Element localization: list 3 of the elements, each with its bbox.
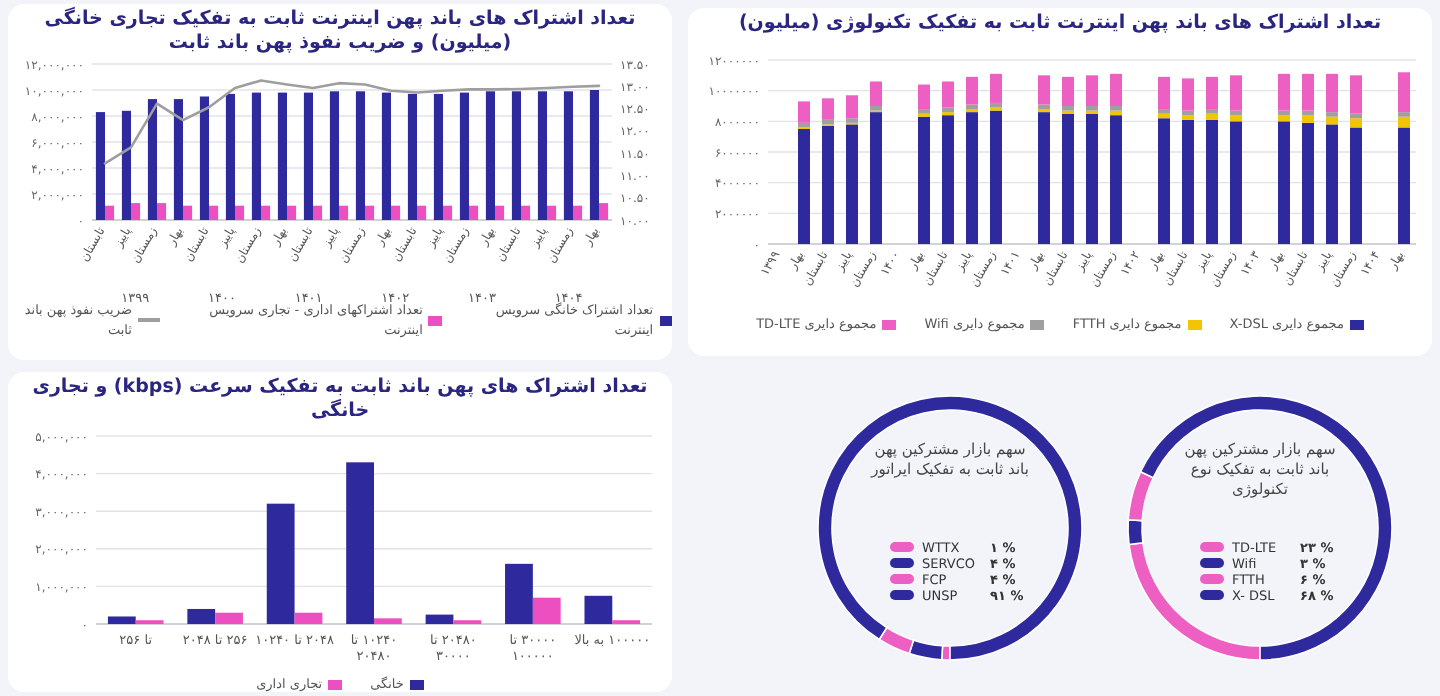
chart-title: تعداد اشتراک های باند پهن اینترنت ثابت به تفکیک تکنولوژی (میلیون) xyxy=(736,10,1384,38)
chart-title: تعداد اشتراک های پهن باند ثابت به تفکیک سرعت (kbps) و تجاری خانگی xyxy=(30,374,650,424)
chart-title: تعداد اشتراک های باند پهن اینترنت ثابت به تفکیک تجاری خانگی (میلیون) و ضریب نفوذ پهن باند ثابت xyxy=(42,5,638,56)
